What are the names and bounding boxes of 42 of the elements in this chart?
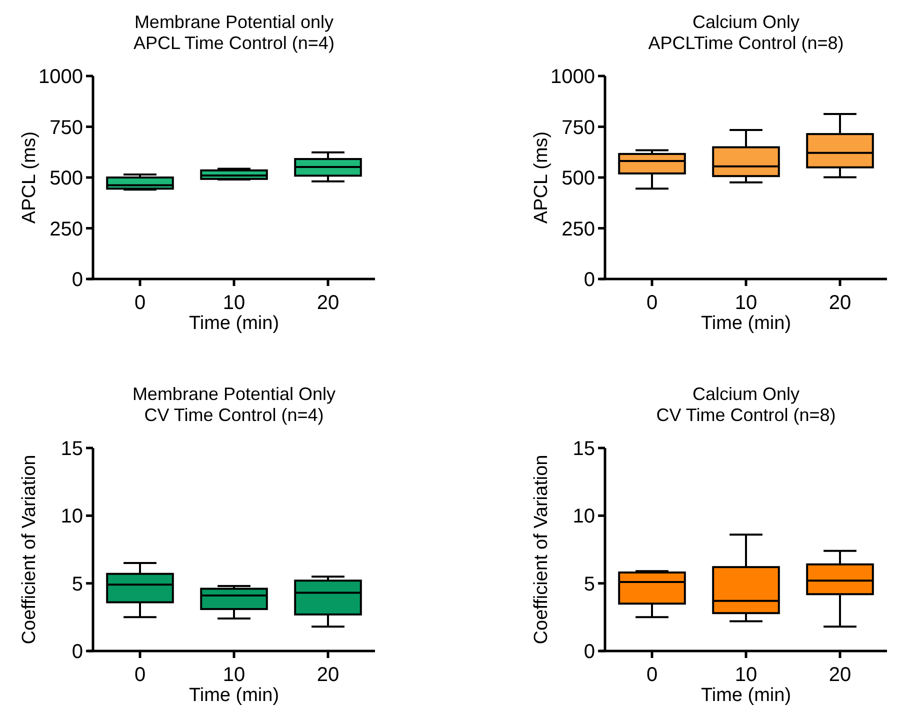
y-tick-label: 1000 bbox=[550, 66, 595, 88]
y-axis-title: APCL (ms) bbox=[531, 131, 552, 224]
y-axis-title: Coefficient of Variation bbox=[531, 454, 552, 644]
y-tick-label: 15 bbox=[60, 438, 83, 460]
y-tick-label: 0 bbox=[584, 641, 595, 663]
y-tick-label: 250 bbox=[50, 218, 83, 240]
y-tick-label: 0 bbox=[72, 641, 83, 663]
y-axis-title: APCL (ms) bbox=[19, 131, 40, 224]
y-tick-label: 750 bbox=[562, 116, 595, 139]
chart-title: Calcium Only APCLTime Control (n=8) bbox=[648, 12, 844, 53]
y-tick-label: 10 bbox=[60, 506, 83, 528]
y-tick-label: 0 bbox=[72, 269, 83, 291]
y-tick-label: 1000 bbox=[38, 66, 83, 88]
x-tick-label: 20 bbox=[828, 664, 852, 686]
chart-title: Calcium Only CV Time Control (n=8) bbox=[656, 384, 836, 425]
y-tick-label: 750 bbox=[50, 116, 83, 139]
x-tick-label: 10 bbox=[734, 664, 758, 686]
y-tick-label: 250 bbox=[562, 218, 595, 240]
y-axis-title: Coefficient of Variation bbox=[19, 454, 40, 644]
y-tick-label: 15 bbox=[572, 438, 595, 460]
x-tick-label: 0 bbox=[646, 292, 658, 314]
y-tick-label: 5 bbox=[584, 573, 595, 596]
y-tick-label: 500 bbox=[50, 168, 83, 190]
x-tick-label: 0 bbox=[134, 292, 146, 314]
x-tick-label: 20 bbox=[828, 292, 852, 314]
x-tick-label: 20 bbox=[316, 292, 340, 314]
x-axis-title: Time (min) bbox=[188, 313, 280, 334]
x-axis-title: Time (min) bbox=[700, 313, 792, 334]
x-tick-label: 20 bbox=[316, 664, 340, 686]
x-axis-title: Time (min) bbox=[188, 685, 280, 706]
chart-title: Membrane Potential only APCL Time Control (n=4) bbox=[134, 12, 334, 53]
x-tick-label: 10 bbox=[734, 292, 758, 314]
y-tick-label: 5 bbox=[72, 573, 83, 596]
y-tick-label: 10 bbox=[572, 506, 595, 528]
chart-title: Membrane Potential Only CV Time Control (n=4) bbox=[132, 384, 336, 425]
x-axis-title: Time (min) bbox=[700, 685, 792, 706]
x-tick-label: 0 bbox=[134, 664, 146, 686]
y-tick-label: 500 bbox=[562, 168, 595, 190]
x-tick-label: 10 bbox=[222, 292, 246, 314]
x-tick-label: 10 bbox=[222, 664, 246, 686]
x-tick-label: 0 bbox=[646, 664, 658, 686]
y-tick-label: 0 bbox=[584, 269, 595, 291]
